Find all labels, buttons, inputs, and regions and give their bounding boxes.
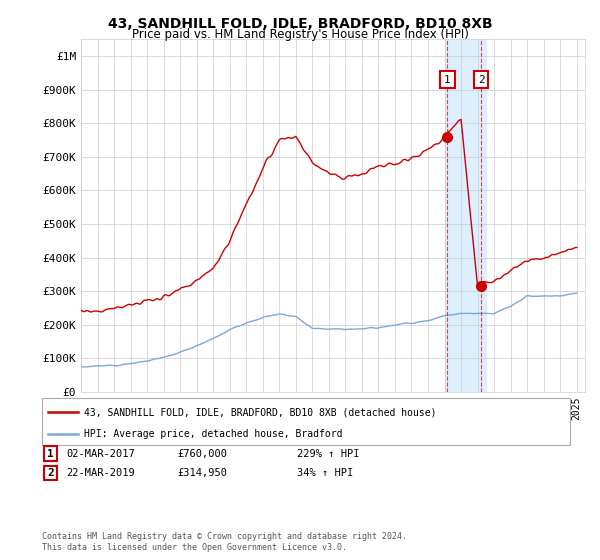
Text: HPI: Average price, detached house, Bradford: HPI: Average price, detached house, Brad… — [84, 429, 343, 439]
Text: 22-MAR-2019: 22-MAR-2019 — [66, 468, 135, 478]
Text: 2: 2 — [47, 468, 54, 478]
Text: 43, SANDHILL FOLD, IDLE, BRADFORD, BD10 8XB: 43, SANDHILL FOLD, IDLE, BRADFORD, BD10 … — [107, 17, 493, 31]
Text: £314,950: £314,950 — [177, 468, 227, 478]
Text: 2: 2 — [478, 74, 485, 85]
Text: 1: 1 — [444, 74, 451, 85]
Text: 229% ↑ HPI: 229% ↑ HPI — [297, 449, 359, 459]
Text: Price paid vs. HM Land Registry's House Price Index (HPI): Price paid vs. HM Land Registry's House … — [131, 28, 469, 41]
Text: 34% ↑ HPI: 34% ↑ HPI — [297, 468, 353, 478]
Text: Contains HM Land Registry data © Crown copyright and database right 2024.
This d: Contains HM Land Registry data © Crown c… — [42, 532, 407, 552]
Text: £760,000: £760,000 — [177, 449, 227, 459]
Bar — [445, 39, 486, 392]
Text: 1: 1 — [47, 449, 54, 459]
Text: 43, SANDHILL FOLD, IDLE, BRADFORD, BD10 8XB (detached house): 43, SANDHILL FOLD, IDLE, BRADFORD, BD10 … — [84, 407, 437, 417]
Text: 02-MAR-2017: 02-MAR-2017 — [66, 449, 135, 459]
